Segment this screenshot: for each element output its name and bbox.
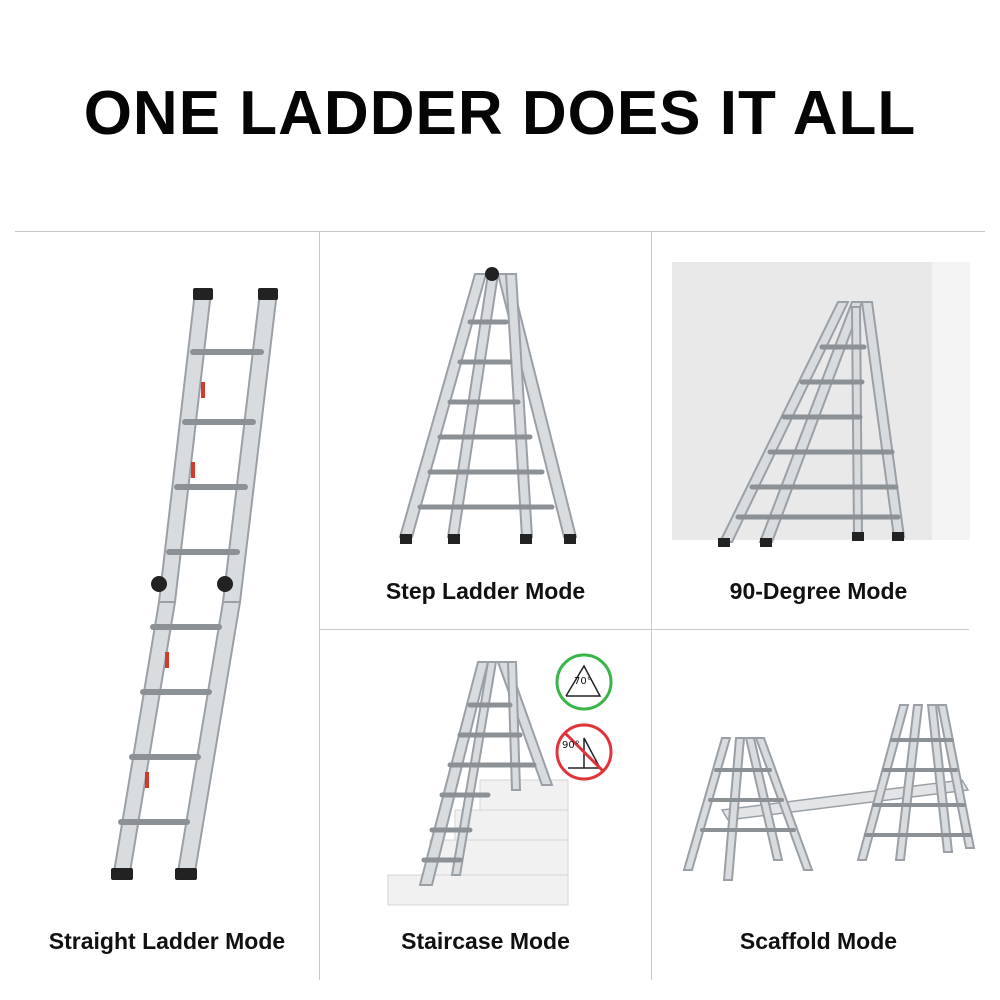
panel-scaffold: Scaffold Mode [652,630,985,980]
angle-badge-allowed: 70° [554,652,614,712]
panel-straight-ladder: Straight Ladder Mode [15,232,319,980]
panel-step-ladder: Step Ladder Mode [320,232,651,629]
scaffold-illustration [682,704,976,881]
staircase-illustration [387,661,569,906]
divider-top [15,231,985,232]
caption-straight-ladder: Straight Ladder Mode [48,928,286,954]
angle-badge-forbidden: 90° [554,722,614,782]
ninety-degree-illustration [672,262,970,547]
caption-ninety-degree: 90-Degree Mode [729,578,908,604]
panel-staircase: 70° 90° Staircase Mode [320,630,651,980]
page-headline: ONE LADDER DOES IT ALL [83,79,917,148]
panel-ninety-degree: 90-Degree Mode [652,232,985,629]
angle-badge-allowed-label: 70° [574,676,592,687]
divider-vertical-right [651,231,652,980]
forbidden-angle-icon [555,723,613,781]
caption-step-ladder: Step Ladder Mode [385,578,586,604]
check-angle-icon [555,653,613,711]
angle-badge-forbidden-label: 90° [562,740,580,751]
step-ladder-illustration [398,267,578,544]
caption-scaffold: Scaffold Mode [739,928,898,954]
caption-staircase: Staircase Mode [401,928,570,954]
divider-middle [319,629,969,630]
straight-ladder-illustration [111,288,279,880]
divider-vertical-left [319,231,320,980]
